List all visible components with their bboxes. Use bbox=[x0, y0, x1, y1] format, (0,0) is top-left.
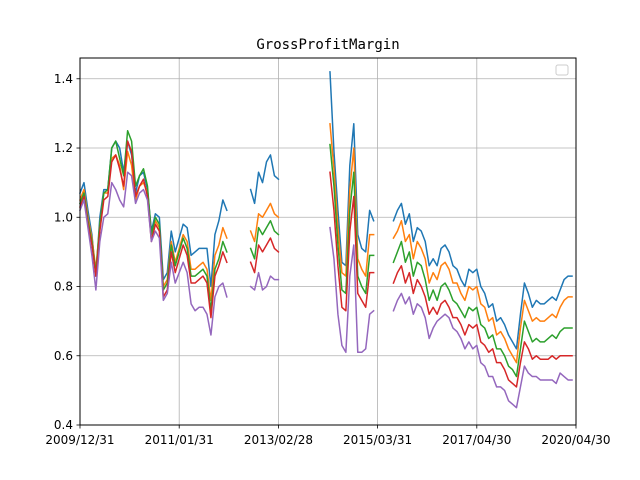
series-5-segment-1-line bbox=[79, 171, 228, 336]
series-1-segment-2-line bbox=[249, 154, 280, 205]
chart-title: GrossProfitMargin bbox=[256, 37, 399, 53]
y-tick-label: 1.2 bbox=[54, 141, 73, 155]
series-4-segment-2-line bbox=[249, 237, 280, 274]
series-5-segment-3-line bbox=[329, 226, 375, 354]
x-tick-label: 2015/03/31 bbox=[343, 433, 412, 447]
series-4-segment-1-line bbox=[79, 140, 228, 319]
x-tick-label: 2013/02/28 bbox=[244, 433, 313, 447]
y-tick-label: 0.8 bbox=[54, 280, 73, 294]
y-tick-label: 1.4 bbox=[54, 72, 73, 86]
series-2-segment-4-line bbox=[392, 219, 573, 364]
series-1-segment-4-line bbox=[392, 202, 573, 350]
axis-ticks: 0.4 0.6 0.8 1.0 1.2 1.4 2009/12/31 2011/01/31 20… bbox=[45, 72, 610, 447]
series-1-segment-1-line bbox=[79, 140, 228, 288]
plot-frame bbox=[79, 57, 577, 426]
x-tick-label: 2020/04/30 bbox=[541, 433, 610, 447]
series-4-segment-4-line bbox=[392, 264, 573, 388]
series-5-segment-4-line bbox=[392, 292, 573, 409]
x-tick-label: 2009/12/31 bbox=[45, 433, 114, 447]
series-4-segment-3-line bbox=[329, 171, 375, 312]
series-5-segment-2-line bbox=[249, 271, 280, 291]
x-tick-label: 2017/04/30 bbox=[442, 433, 511, 447]
y-tick-label: 0.4 bbox=[54, 418, 73, 432]
series-1-segment-3-line bbox=[329, 71, 375, 267]
x-tick-label: 2011/01/31 bbox=[145, 433, 214, 447]
y-tick-label: 1.0 bbox=[54, 210, 73, 224]
series-2-segment-3-line bbox=[329, 122, 375, 277]
series-3-segment-3-line bbox=[329, 143, 375, 295]
legend-box bbox=[555, 64, 569, 76]
series-lines bbox=[79, 71, 573, 409]
series-3-segment-2-line bbox=[249, 219, 280, 260]
series-3-segment-4-line bbox=[392, 240, 573, 378]
series-3-segment-1-line bbox=[79, 129, 228, 312]
series-2-segment-2-line bbox=[249, 202, 280, 243]
y-tick-label: 0.6 bbox=[54, 349, 73, 363]
